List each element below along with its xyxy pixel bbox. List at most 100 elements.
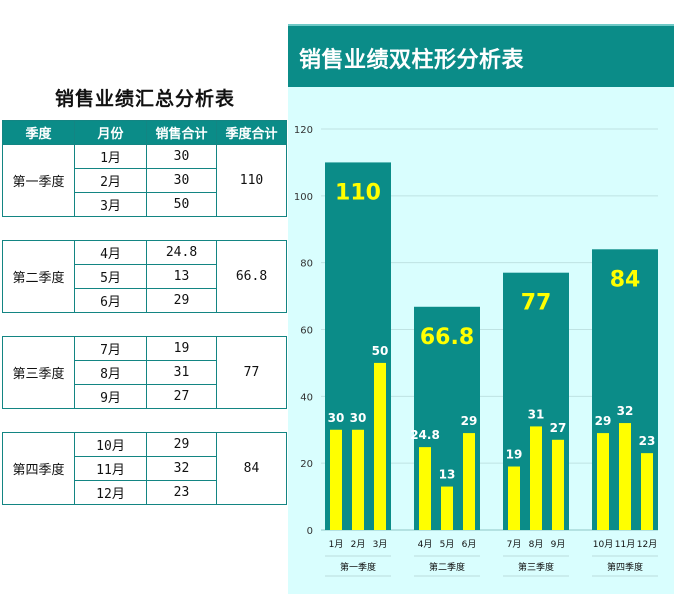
quarter-total-cell: 66.8 [216,240,287,313]
quarter-table: 第三季度 7月 19 77 8月 31 9月 27 [2,336,287,409]
month-bar [419,447,431,530]
quarter-table: 第二季度 4月 24.8 66.8 5月 13 6月 29 [2,240,287,313]
month-bar [374,362,386,530]
month-cell: 3月 [74,192,147,217]
month-data-label: 19 [506,448,523,462]
table-header-row: 季度 月份 销售合计 季度合计 [2,120,287,145]
sales-cell: 30 [146,144,217,169]
quarter-name-cell: 第三季度 [2,336,75,409]
month-data-label: 29 [595,414,612,428]
chart-header-line [288,24,674,26]
sales-cell: 50 [146,192,217,217]
table-row: 9月 27 [3,384,287,409]
month-cell: 5月 [74,264,147,289]
month-cell: 10月 [74,432,147,457]
month-tick-label: 11月 [615,539,635,550]
month-data-label: 23 [639,434,656,448]
month-tick-label: 9月 [551,539,566,550]
table-row: 第一季度 1月 30 110 [2,144,287,217]
month-bar [441,486,453,530]
quarter-name-cell: 第二季度 [2,240,75,313]
sales-cell: 29 [146,288,217,313]
table-header-cell: 销售合计 [146,120,217,145]
table-header-cell: 月份 [74,120,147,145]
month-tick-label: 5月 [440,539,455,550]
quarter-total-cell: 110 [216,144,287,217]
sales-cell: 23 [146,480,217,505]
month-data-label: 13 [439,468,456,482]
month-cell: 2月 [74,168,147,193]
table-row: 第二季度 4月 24.8 66.8 [2,240,287,313]
month-data-label: 31 [528,407,545,421]
table-row: 第四季度 10月 29 84 [2,432,287,505]
month-tick-label: 10月 [593,539,613,550]
sales-cell: 27 [146,384,217,409]
sales-cell: 30 [146,168,217,193]
month-tick-label: 8月 [529,539,544,550]
month-bar [508,466,520,530]
month-tick-label: 3月 [373,539,388,550]
sales-cell: 24.8 [146,240,217,265]
month-data-label: 30 [350,411,367,425]
month-data-label: 29 [461,414,478,428]
y-tick-label: 40 [300,392,313,403]
month-cell: 12月 [74,480,147,505]
month-cell: 11月 [74,456,147,481]
chart-panel: 销售业绩双柱形分析表 0 20 40 60 80 100 120 110 30 1月 30 2月 50 3… [288,24,674,594]
month-data-label: 50 [372,344,389,358]
y-tick-label: 120 [294,125,313,136]
quarter-data-label: 77 [521,291,552,316]
quarter-name-cell: 第四季度 [2,432,75,505]
chart-header [288,24,674,87]
table-header-cell: 季度合计 [216,120,287,145]
y-tick-label: 80 [300,259,313,270]
table-row: 12月 23 [3,480,287,505]
table-row: 3月 50 [3,192,287,217]
month-tick-label: 7月 [507,539,522,550]
quarter-total-cell: 84 [216,432,287,505]
month-bar [641,453,653,530]
quarter-data-label: 66.8 [420,325,474,350]
month-cell: 1月 [74,144,147,169]
sales-cell: 29 [146,432,217,457]
month-cell: 6月 [74,288,147,313]
quarter-table: 季度 月份 销售合计 季度合计 第一季度 1月 30 110 2月 30 3月 50 [2,120,287,217]
y-tick-label: 60 [300,326,313,337]
sales-cell: 19 [146,336,217,361]
month-data-label: 24.8 [410,428,440,442]
quarter-total-cell: 77 [216,336,287,409]
y-tick-label: 20 [300,459,313,470]
quarter-data-label: 84 [610,267,641,292]
table-row: 8月 31 [3,360,287,385]
category-label: 第二季度 [429,561,465,573]
month-bar [463,433,475,530]
sales-cell: 31 [146,360,217,385]
sales-cell: 32 [146,456,217,481]
table-row: 6月 29 [3,288,287,313]
month-cell: 8月 [74,360,147,385]
summary-table-title: 销售业绩汇总分析表 [54,88,235,110]
category-label: 第三季度 [518,561,554,573]
quarter-data-label: 110 [335,180,381,205]
quarter-table: 第四季度 10月 29 84 11月 32 12月 23 [2,432,287,505]
month-bar [330,429,342,530]
month-bar [552,439,564,530]
month-data-label: 30 [328,411,345,425]
month-tick-label: 6月 [462,539,477,550]
month-tick-label: 2月 [351,539,366,550]
sales-cell: 13 [146,264,217,289]
y-tick-label: 0 [307,526,313,537]
month-bar [597,433,609,530]
table-row: 第三季度 7月 19 77 [2,336,287,409]
month-cell: 7月 [74,336,147,361]
chart-title: 销售业绩双柱形分析表 [299,48,525,73]
category-label: 第一季度 [340,561,376,573]
category-label: 第四季度 [607,561,643,573]
month-cell: 9月 [74,384,147,409]
month-tick-label: 4月 [418,539,433,550]
month-tick-label: 12月 [637,539,657,550]
month-cell: 4月 [74,240,147,265]
table-header-cell: 季度 [2,120,75,145]
quarter-name-cell: 第一季度 [2,144,75,217]
table-row: 2月 30 [3,168,287,193]
